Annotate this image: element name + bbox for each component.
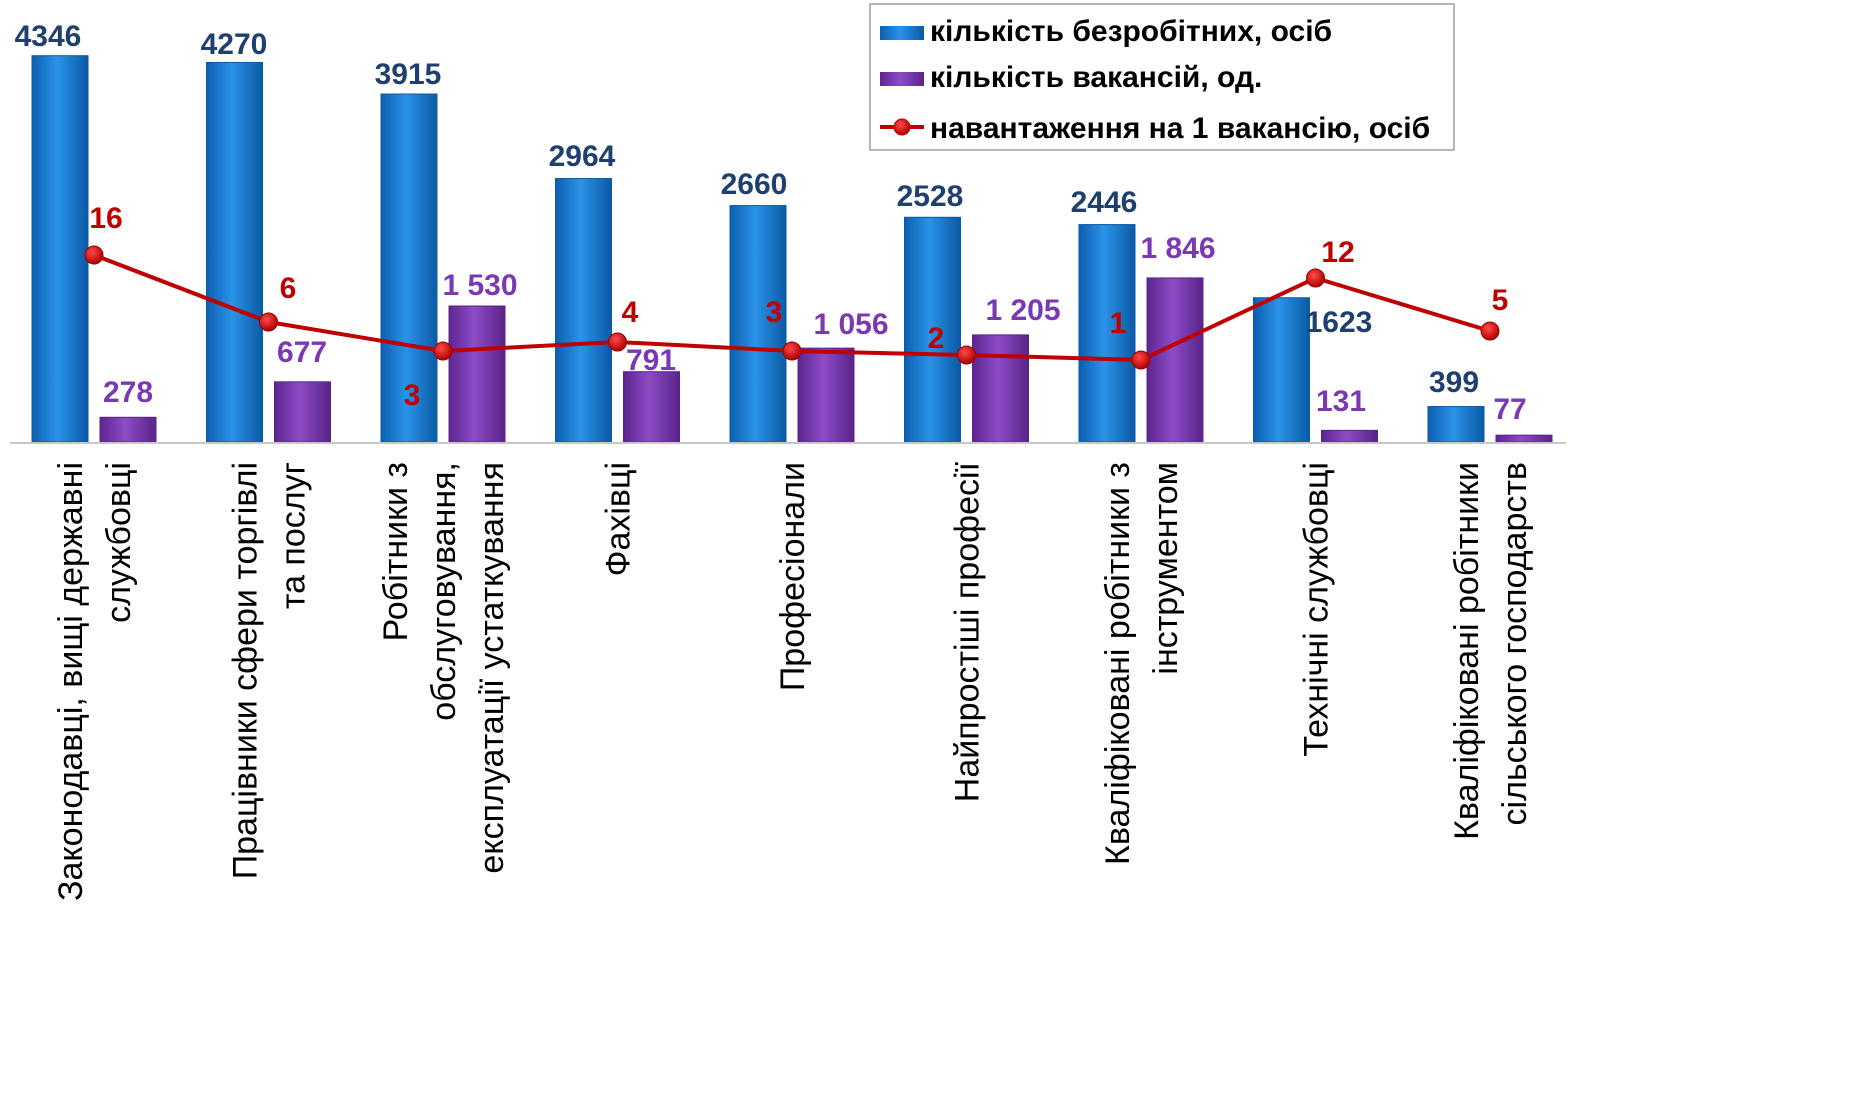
load-marker xyxy=(782,341,802,361)
bar-unemployed xyxy=(1427,406,1485,443)
load-marker xyxy=(957,345,976,365)
category-label-line: Робітники з xyxy=(377,462,415,641)
label-load: 12 xyxy=(1321,236,1354,269)
label-load: 6 xyxy=(280,272,297,305)
bar-unemployed xyxy=(31,55,89,443)
bar-vacancies xyxy=(1495,434,1553,443)
category-label-line: Найпростіші професії xyxy=(949,461,987,802)
category-label-line: службовці xyxy=(100,462,138,623)
category-label-layer: Законодавці, вищі державні службовці Праці… xyxy=(52,461,1534,901)
category-label: Професіонали xyxy=(774,462,812,691)
label-vacancies: 278 xyxy=(103,376,153,409)
label-vacancies: 131 xyxy=(1316,385,1366,418)
label-unemployed: 4346 xyxy=(15,20,82,53)
legend-swatch-unemployed xyxy=(880,26,924,40)
label-vacancies: 1 530 xyxy=(442,269,517,302)
label-load: 5 xyxy=(1492,284,1509,317)
load-marker xyxy=(608,332,627,352)
label-unemployed: 2528 xyxy=(897,180,964,213)
legend-label-vacancies: кількість вакансій, од. xyxy=(930,61,1262,94)
category-label-line: Технічні службовці xyxy=(1298,462,1336,757)
label-vacancies: 1 056 xyxy=(813,308,888,341)
category-label-line: сільського господарств xyxy=(1496,462,1534,825)
category-label: Фахівці xyxy=(600,462,638,576)
bar-unemployed xyxy=(1253,297,1310,443)
category-label-line: та послуг xyxy=(275,462,313,609)
category-label-line: Законодавці, вищі державні xyxy=(52,462,90,901)
bar-unemployed xyxy=(555,178,612,443)
category-label-line: Кваліфіковані робітники xyxy=(1448,462,1486,840)
bar-vacancies xyxy=(1321,429,1378,443)
legend-swatch-vacancies xyxy=(880,72,924,86)
label-unemployed: 3915 xyxy=(375,58,442,91)
category-label-line: Фахівці xyxy=(600,462,638,576)
label-load: 4 xyxy=(622,296,639,329)
load-marker xyxy=(1306,268,1325,288)
category-label: Кваліфіковані робітники з інструментом xyxy=(1099,462,1185,865)
label-unemployed: 4270 xyxy=(201,28,268,61)
bar-unemployed xyxy=(904,216,961,443)
bar-vacancies xyxy=(1146,277,1204,443)
category-label: Законодавці, вищі державні службовці xyxy=(52,462,138,901)
category-label: Технічні службовці xyxy=(1298,462,1336,757)
legend-swatch-load-marker xyxy=(893,118,911,136)
label-unemployed: 1623 xyxy=(1306,306,1373,339)
category-label-line: експлуатації устаткування xyxy=(473,462,511,874)
label-load: 1 xyxy=(1110,307,1127,340)
label-unemployed: 2964 xyxy=(549,140,616,173)
bar-unemployed xyxy=(380,93,438,443)
bar-vacancies xyxy=(448,305,506,443)
legend: кількість безробітних, осіб кількість ва… xyxy=(869,3,1455,151)
label-load: 16 xyxy=(89,202,122,235)
label-load: 3 xyxy=(766,296,783,329)
label-vacancies: 791 xyxy=(626,344,676,377)
bar-vacancies xyxy=(274,381,331,443)
label-load: 3 xyxy=(404,379,421,412)
label-unemployed: 399 xyxy=(1429,366,1479,399)
category-label: Кваліфіковані робітники сільського господ… xyxy=(1448,462,1534,840)
label-unemployed: 2660 xyxy=(721,168,788,201)
load-marker xyxy=(1480,321,1500,341)
load-marker xyxy=(1131,350,1151,370)
legend-label-load: навантаження на 1 вакансію, осіб xyxy=(930,112,1430,145)
bar-unemployed xyxy=(1078,224,1136,443)
load-marker xyxy=(84,245,104,265)
category-label-line: обслуговування, xyxy=(425,462,463,721)
category-label-line: Професіонали xyxy=(774,462,812,691)
bar-vacancies xyxy=(623,371,680,443)
legend-box xyxy=(869,3,1455,151)
category-label-line: Кваліфіковані робітники з xyxy=(1099,462,1137,865)
bar-layer xyxy=(31,55,1553,443)
label-load: 2 xyxy=(928,322,945,355)
bar-vacancies xyxy=(99,416,157,443)
legend-label-unemployed: кількість безробітних, осіб xyxy=(930,15,1332,48)
label-unemployed: 2446 xyxy=(1071,186,1138,219)
category-label-line: інструментом xyxy=(1147,462,1185,675)
line-layer xyxy=(84,245,1500,370)
category-label: Робітники з обслуговування, експлуатації у… xyxy=(377,462,511,874)
bar-vacancies xyxy=(797,347,855,443)
category-label: Найпростіші професії xyxy=(949,461,987,802)
label-vacancies: 77 xyxy=(1493,393,1526,426)
label-vacancies: 1 846 xyxy=(1140,232,1215,265)
load-marker xyxy=(433,341,453,361)
bar-unemployed xyxy=(206,61,263,443)
category-label-line: Працівники сфери торгівлі xyxy=(227,462,265,879)
label-vacancies: 1 205 xyxy=(985,294,1060,327)
label-vacancies: 677 xyxy=(277,336,327,369)
load-marker xyxy=(259,312,278,332)
bar-vacancies xyxy=(972,334,1029,443)
category-label: Працівники сфери торгівлі та послуг xyxy=(227,462,313,879)
value-label-layer: 4346 278 16 4270 677 6 3915 1 530 3 2964 791 4 2660 1… xyxy=(15,20,1527,426)
